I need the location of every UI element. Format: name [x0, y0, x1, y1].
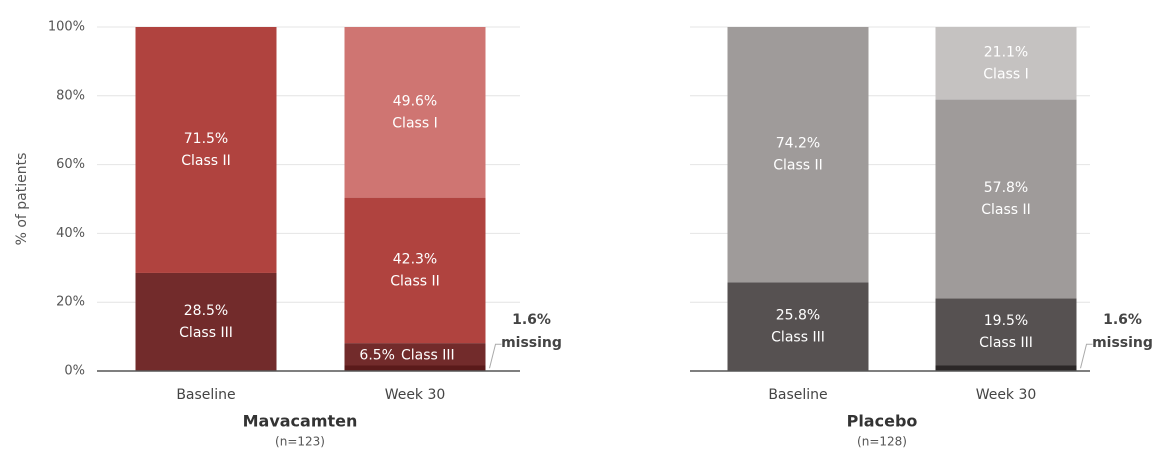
bar-segment — [935, 27, 1077, 100]
x-tick-label: Week 30 — [385, 387, 446, 403]
segment-series-label: Class II — [981, 202, 1031, 218]
x-tick-label: Week 30 — [976, 387, 1037, 403]
chart-subtitle: (n=123) — [275, 435, 325, 449]
segment-series-label: Class III — [401, 347, 455, 363]
outside-value-label: 1.6% — [1103, 312, 1142, 328]
segment-series-label: Class I — [983, 66, 1028, 82]
segment-value-label: 49.6% — [393, 93, 437, 109]
bar-segment — [935, 99, 1077, 299]
segment-value-label: 19.5% — [984, 313, 1028, 329]
segment-value-label: 21.1% — [984, 44, 1028, 60]
y-tick-label: 20% — [56, 295, 85, 310]
chart-title: Mavacamten — [243, 412, 358, 431]
bar-segment — [344, 27, 486, 198]
bar-segment — [727, 282, 869, 371]
x-tick-label: Baseline — [176, 387, 235, 403]
bar-segment — [344, 365, 486, 371]
segment-value-label: 25.8% — [776, 308, 820, 324]
bar-segment — [935, 365, 1077, 371]
segment-series-label: Class II — [181, 153, 231, 169]
leader-line — [1080, 343, 1093, 369]
outside-series-label: missing — [1092, 335, 1153, 351]
bar-segment — [135, 27, 277, 273]
segment-series-label: Class I — [392, 115, 437, 131]
chart-subtitle: (n=128) — [857, 435, 907, 449]
y-tick-label: 60% — [56, 157, 85, 172]
segment-series-label: Class III — [179, 325, 233, 341]
y-axis-label: % of patients — [14, 153, 30, 246]
outside-value-label: 1.6% — [512, 312, 551, 328]
segment-series-label: Class III — [771, 330, 825, 346]
bar-segment — [135, 272, 277, 371]
chart-title: Placebo — [847, 412, 918, 431]
outside-series-label: missing — [501, 335, 562, 351]
bar-segment — [344, 197, 486, 344]
y-tick-label: 0% — [64, 364, 85, 379]
y-tick-label: 100% — [48, 20, 85, 35]
segment-value-label: 71.5% — [184, 131, 228, 147]
bar-segment — [935, 298, 1077, 366]
segment-series-label: Class II — [390, 273, 440, 289]
bar-segment — [344, 343, 486, 366]
segment-value-label: 74.2% — [776, 136, 820, 152]
y-tick-label: 80% — [56, 88, 85, 103]
segment-value-label: 28.5% — [184, 303, 228, 319]
y-tick-label: 40% — [56, 226, 85, 241]
x-tick-label: Baseline — [768, 387, 827, 403]
segment-value-label: 42.3% — [393, 251, 437, 267]
segment-value-label: 57.8% — [984, 180, 1028, 196]
segment-value-label: 6.5% — [359, 347, 395, 363]
segment-series-label: Class II — [773, 158, 823, 174]
segment-series-label: Class III — [979, 335, 1033, 351]
bar-segment — [727, 27, 869, 283]
leader-line — [489, 343, 502, 369]
